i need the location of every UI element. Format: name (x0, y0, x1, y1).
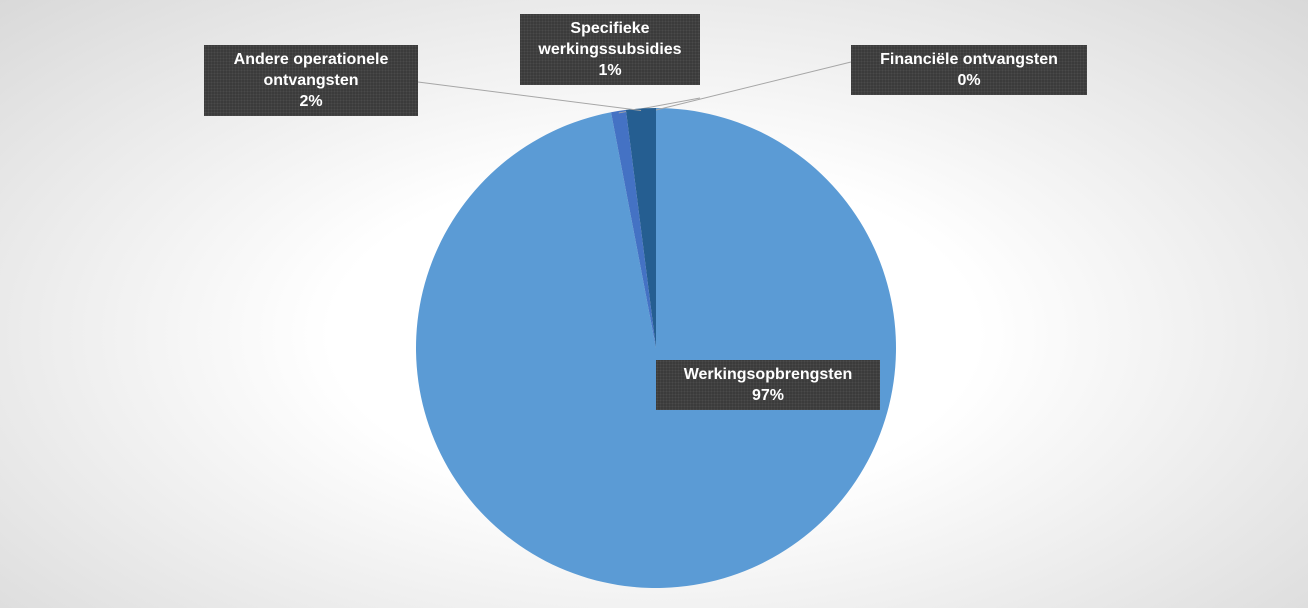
leader-line (655, 61, 852, 111)
data-label: Financiële ontvangsten 0% (851, 45, 1087, 95)
label-value: 97% (751, 387, 785, 404)
data-label: Andere operationele ontvangsten 2% (204, 45, 418, 116)
pie-slice (416, 108, 897, 588)
data-label: Specifieke werkingssubsidies 1% (520, 14, 700, 85)
label-value: 0% (957, 72, 981, 89)
pie-slice (625, 108, 656, 348)
label-value: 1% (598, 62, 622, 79)
leader-line (417, 81, 642, 111)
label-value: 2% (299, 93, 323, 110)
data-label: Werkingsopbrengsten 97% (656, 360, 880, 410)
label-category: Specifieke werkingssubsidies (538, 20, 682, 58)
label-category: Financiële ontvangsten (880, 51, 1058, 68)
label-category: Andere operationele ontvangsten (233, 51, 389, 89)
label-category: Werkingsopbrengsten (683, 366, 853, 383)
pie-slice (611, 109, 656, 348)
